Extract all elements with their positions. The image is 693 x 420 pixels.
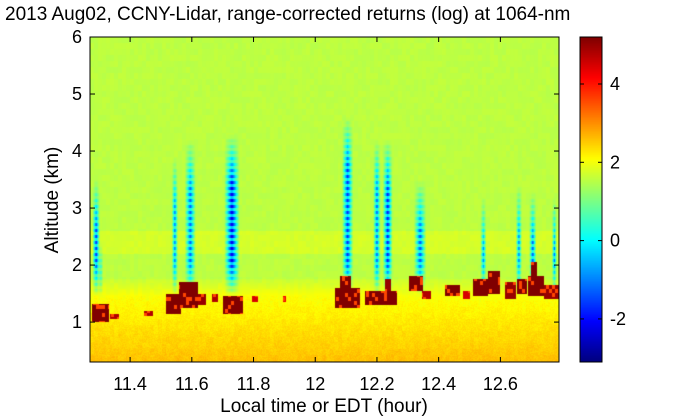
y-axis: 1 2 3 4 5 6 <box>72 27 559 332</box>
y-axis-label: Altitude (km) <box>42 147 63 254</box>
y-tick-label: 5 <box>72 84 82 104</box>
x-tick-label: 12.6 <box>483 374 518 394</box>
plot-frame <box>89 36 560 363</box>
x-tick-label: 12.2 <box>359 374 394 394</box>
colorbar-tick-label: 0 <box>610 231 620 251</box>
heatmap-image <box>90 37 559 362</box>
colorbar-tick-label: 4 <box>610 74 620 94</box>
colorbar-ticks: -2 0 2 4 <box>580 74 626 329</box>
y-tick-label: 1 <box>72 312 82 332</box>
colorbar-tick-label: -2 <box>610 309 626 329</box>
x-tick-label: 12.4 <box>421 374 456 394</box>
x-tick-label: 12 <box>305 374 325 394</box>
y-tick-label: 6 <box>72 27 82 47</box>
heatmap-plot-area <box>89 36 560 363</box>
x-tick-label: 11.8 <box>237 374 271 394</box>
y-tick-label: 2 <box>72 255 82 275</box>
colorbar: -2 0 2 4 <box>579 36 626 363</box>
y-tick-label: 4 <box>72 141 82 161</box>
x-tick-label: 11.4 <box>113 374 147 394</box>
colorbar-frame <box>579 36 603 363</box>
x-axis: 11.4 11.6 11.8 12 12.2 12.4 12.6 <box>113 37 518 394</box>
chart-title: 2013 Aug02, CCNY-Lidar, range-corrected … <box>5 4 570 25</box>
x-axis-label: Local time or EDT (hour) <box>220 396 428 417</box>
y-tick-label: 3 <box>72 198 82 218</box>
x-tick-label: 11.6 <box>175 374 209 394</box>
colorbar-tick-label: 2 <box>610 152 620 172</box>
colorbar-image <box>580 37 602 362</box>
